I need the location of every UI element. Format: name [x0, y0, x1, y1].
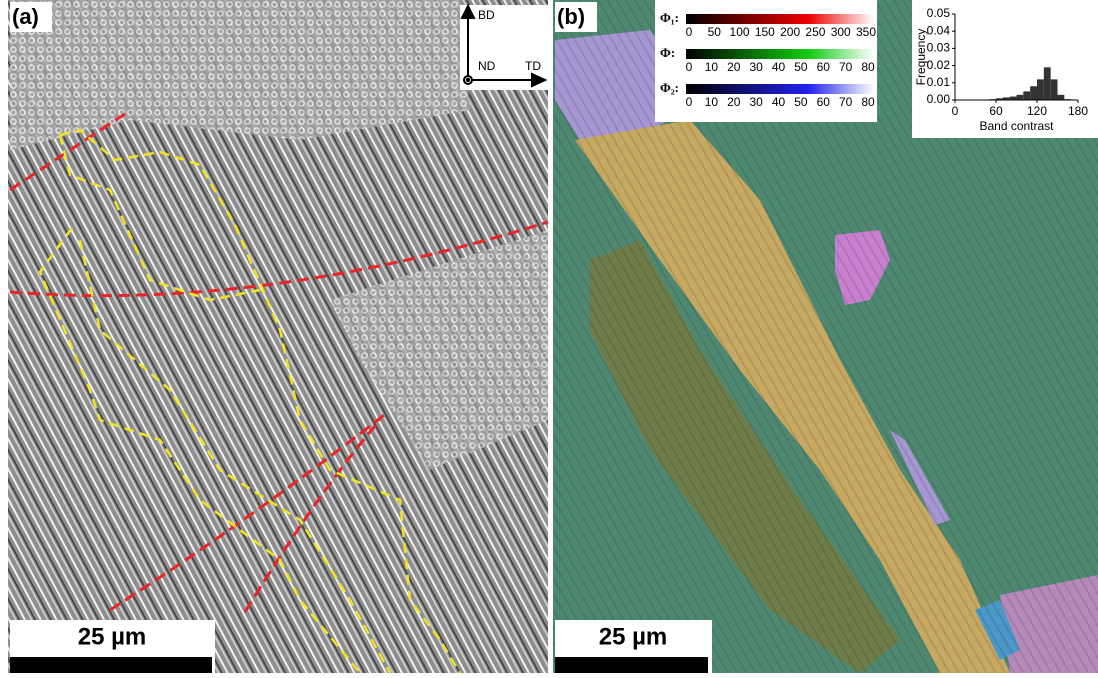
- key-tick-label: 0: [686, 95, 693, 109]
- y-axis-label: Frequency: [914, 29, 928, 86]
- scale-bar-label: 25 µm: [78, 623, 147, 650]
- scale-bar: [10, 657, 212, 673]
- key-tick-label: 30: [749, 60, 763, 74]
- y-tick-label: 0.00: [927, 92, 951, 106]
- axis-label: BD: [478, 8, 495, 22]
- histogram-bar: [1058, 95, 1065, 100]
- key-tick-label: 150: [755, 25, 775, 39]
- y-tick-label: 0.02: [927, 58, 951, 72]
- key-tick-label: 50: [794, 95, 808, 109]
- panel-label: (a): [12, 4, 39, 29]
- x-tick-label: 60: [989, 104, 1003, 118]
- key-tick-label: 20: [727, 95, 741, 109]
- key-label: Φ₂:: [660, 80, 679, 95]
- axis-label: TD: [525, 59, 541, 73]
- y-tick-label: 0.05: [927, 6, 951, 20]
- x-tick-label: 120: [1027, 104, 1047, 118]
- key-tick-label: 200: [780, 25, 800, 39]
- key-tick-label: 70: [839, 60, 853, 74]
- key-tick-label: 20: [727, 60, 741, 74]
- histogram-bar: [1023, 91, 1030, 100]
- key-tick-label: 50: [794, 60, 808, 74]
- key-tick-label: 30: [749, 95, 763, 109]
- key-label: Φ₁:: [660, 10, 679, 25]
- histogram-bar: [1051, 79, 1058, 100]
- key-tick-label: 0: [686, 60, 693, 74]
- y-tick-label: 0.03: [927, 41, 951, 55]
- figure: (a) BD ND TD 25 µm (b) Φ₁:05010015020025…: [0, 0, 1098, 673]
- histogram-bar: [1010, 97, 1017, 100]
- color-bar: [686, 84, 874, 94]
- key-tick-label: 10: [705, 60, 719, 74]
- key-tick-label: 60: [817, 60, 831, 74]
- scale-bar-label: 25 µm: [599, 623, 668, 650]
- key-tick-label: 80: [861, 95, 875, 109]
- key-tick-label: 250: [805, 25, 825, 39]
- histogram-bar: [1017, 95, 1024, 100]
- key-tick-label: 300: [831, 25, 851, 39]
- histogram-bar: [1030, 86, 1037, 100]
- y-tick-label: 0.01: [927, 75, 951, 89]
- panel-label: (b): [557, 4, 585, 29]
- y-tick-label: 0.04: [927, 23, 951, 37]
- key-tick-label: 40: [772, 60, 786, 74]
- axis-label: ND: [478, 59, 496, 73]
- key-label: Φ:: [660, 45, 675, 60]
- key-tick-label: 350: [856, 25, 876, 39]
- key-tick-label: 40: [772, 95, 786, 109]
- color-bar: [686, 14, 874, 24]
- key-tick-label: 80: [861, 60, 875, 74]
- key-tick-label: 70: [839, 95, 853, 109]
- key-tick-label: 50: [708, 25, 722, 39]
- scale-bar: [555, 657, 708, 673]
- color-bar: [686, 49, 874, 59]
- histogram-bar: [1044, 67, 1051, 100]
- key-tick-label: 100: [730, 25, 750, 39]
- x-tick-label: 0: [952, 104, 959, 118]
- panel-a: (a) BD ND TD 25 µm: [8, 0, 548, 673]
- histogram-bar: [1037, 79, 1044, 100]
- key-tick-label: 60: [817, 95, 831, 109]
- key-tick-label: 10: [705, 95, 719, 109]
- x-tick-label: 180: [1068, 104, 1088, 118]
- key-tick-label: 0: [686, 25, 693, 39]
- x-axis-label: Band contrast: [979, 119, 1054, 133]
